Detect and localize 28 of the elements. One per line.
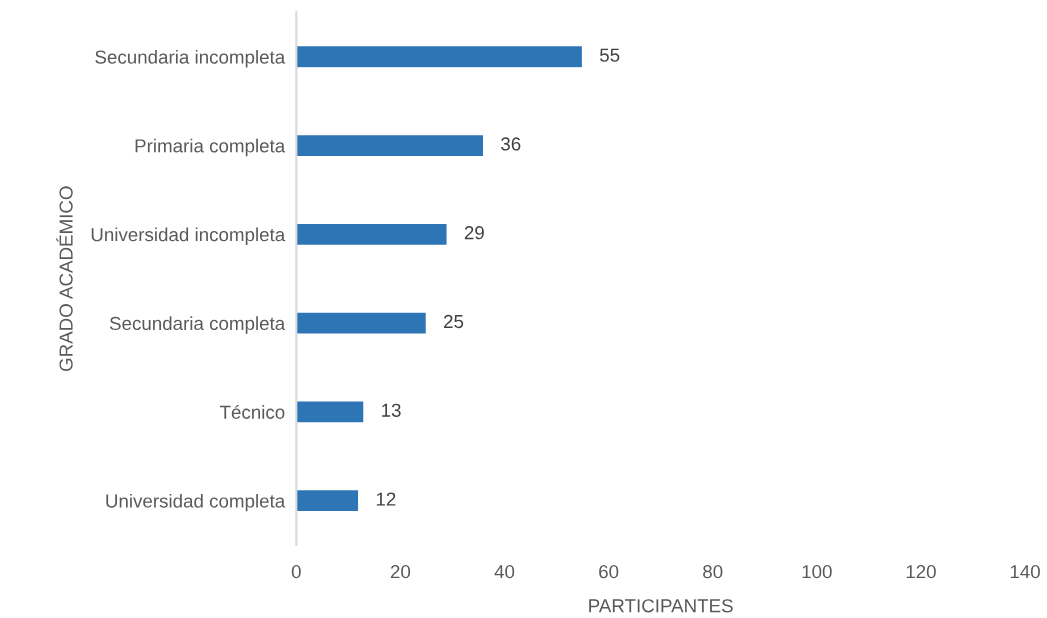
bar [296, 44, 584, 69]
x-tick-label: 100 [802, 565, 832, 579]
y-tick-label: Secundaria incompleta [95, 49, 286, 68]
bar [296, 222, 448, 247]
bar [296, 400, 365, 424]
bar [296, 311, 428, 335]
bar [296, 488, 360, 513]
x-axis-title: PARTICIPANTES [589, 599, 733, 613]
data-label: 12 [376, 492, 396, 506]
y-tick-label: Primaria completa [135, 138, 286, 157]
y-tick-label: Universidad completa [106, 493, 286, 512]
data-label: 29 [464, 226, 484, 240]
x-tick-label: 60 [599, 565, 619, 579]
y-tick-label: Técnico [219, 404, 285, 419]
x-tick-label: 120 [906, 565, 936, 579]
data-label: 36 [501, 137, 521, 151]
x-tick-label: 40 [494, 565, 515, 579]
y-axis-title: GRADO ACADÉMICO [56, 186, 73, 372]
y-tick-label: Universidad incompleta [91, 227, 286, 246]
x-tick-label: 140 [1010, 565, 1040, 579]
data-label: 13 [382, 403, 401, 417]
x-tick-label: 80 [703, 565, 723, 579]
x-tick-label: 20 [390, 565, 411, 579]
bar [296, 133, 485, 158]
x-tick-label: 0 [291, 565, 301, 579]
y-tick-label: Secundaria completa [109, 316, 286, 334]
data-label: 55 [600, 48, 620, 62]
data-label: 25 [444, 314, 464, 329]
